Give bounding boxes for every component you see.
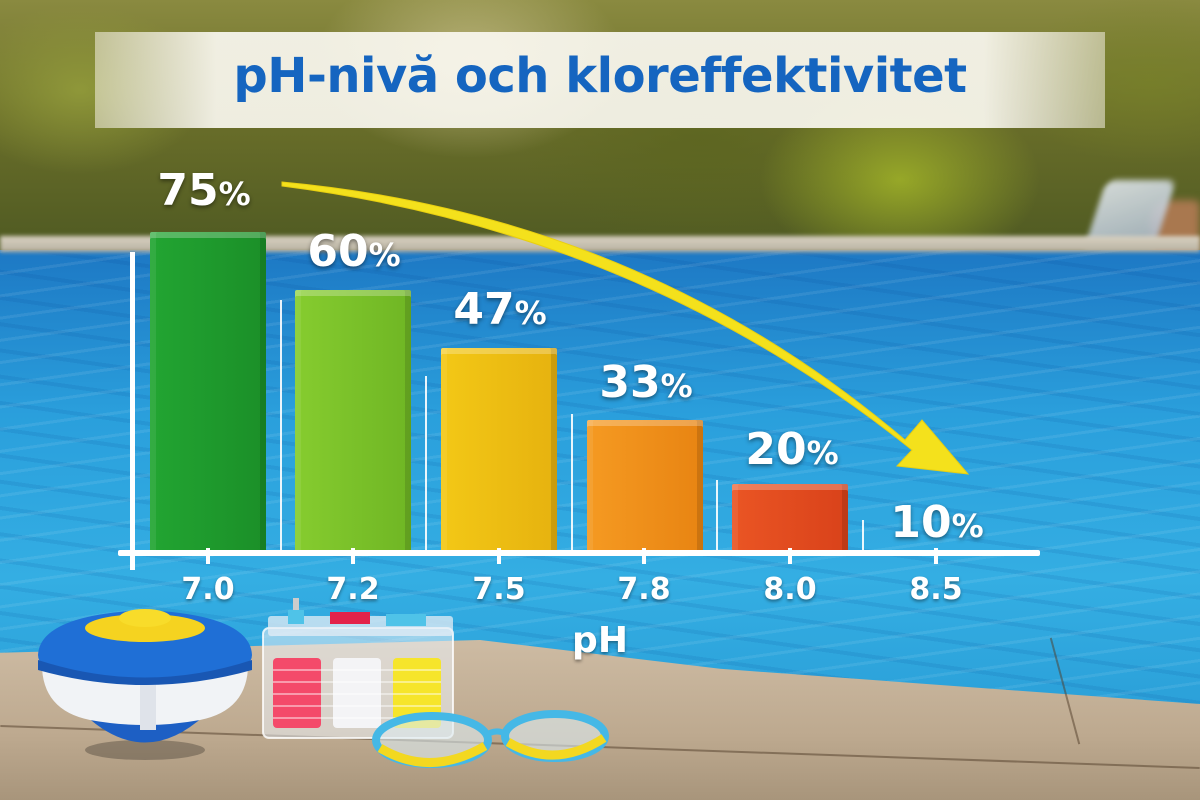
swim-goggles-icon [372,710,609,768]
x-tick [788,548,792,564]
bar-ph-7-0 [150,232,266,552]
bar-divider [571,414,573,552]
value-label-8-5: 10% [890,497,984,548]
x-label-8-5: 8.5 [909,572,963,607]
x-label-7-8: 7.8 [617,572,671,607]
bar-divider [716,480,718,552]
bar-ph-7-5 [441,348,557,552]
value-label-7-0: 75% [157,165,251,216]
value-label-7-2: 60% [307,226,401,277]
x-label-7-5: 7.5 [472,572,526,607]
x-label-7-0: 7.0 [181,572,235,607]
bar-ph-7-8 [587,420,703,552]
ph-test-kit-icon [262,598,454,739]
x-tick [351,548,355,564]
bar-divider [280,300,282,552]
x-tick [934,548,938,564]
title-banner [95,32,1105,128]
x-axis [118,550,1040,556]
chart-title: pH-nivă och kloreffektivitet [233,48,967,104]
bar-ph-7-2 [295,290,411,552]
x-label-8-0: 8.0 [763,572,817,607]
value-label-7-8: 33% [599,357,693,408]
x-axis-title: pH [572,620,628,661]
value-label-8-0: 20% [745,424,839,475]
bar-divider [862,520,864,552]
chlorine-floater-icon [38,609,252,760]
x-tick [497,548,501,564]
x-label-7-2: 7.2 [326,572,380,607]
bar-ph-8-0 [732,484,848,552]
bar-divider [425,376,427,552]
x-tick [206,548,210,564]
y-axis [130,252,135,570]
value-label-7-5: 47% [453,284,547,335]
x-tick [642,548,646,564]
